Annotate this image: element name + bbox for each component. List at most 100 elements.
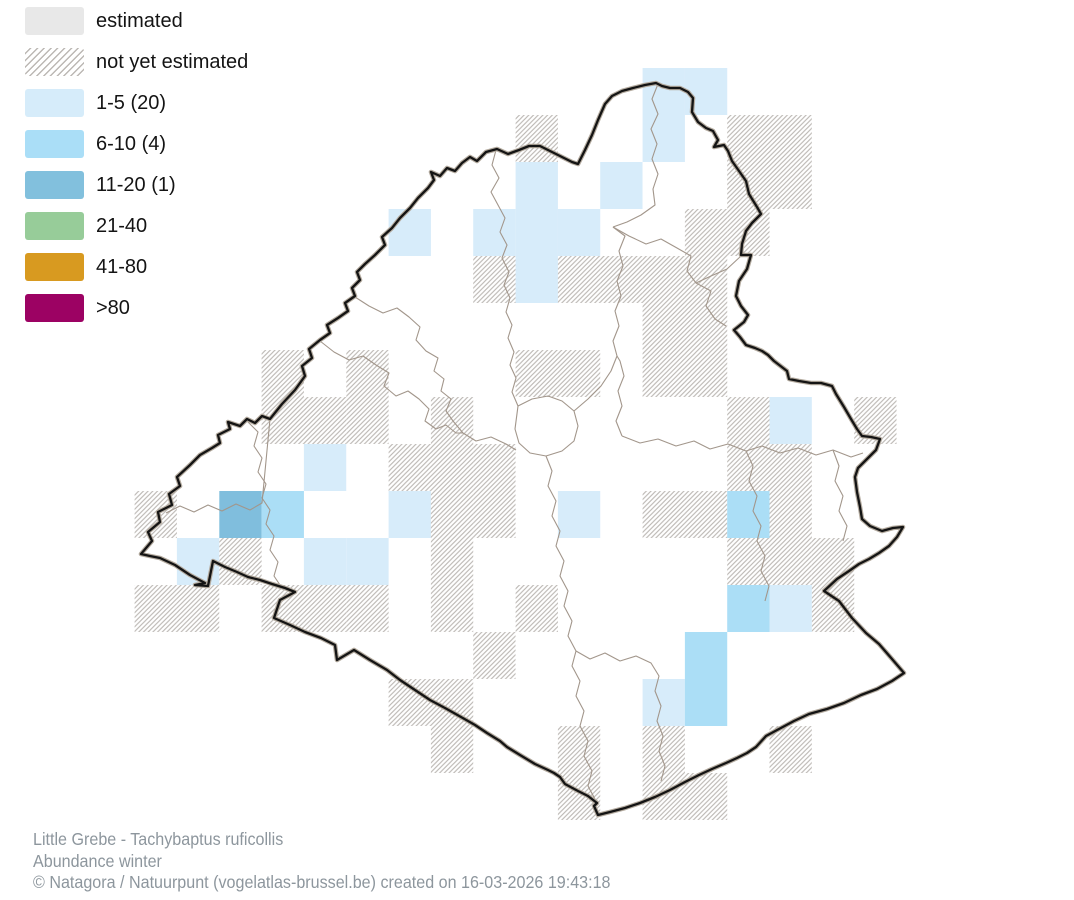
- region-boundary-layer: [138, 80, 907, 818]
- color-swatch: [25, 89, 84, 117]
- region-boundary: [139, 81, 906, 817]
- cell-not-yet-estimated: [176, 585, 220, 632]
- cell-not-yet-estimated: [515, 350, 558, 397]
- map-subtitle: Abundance winter: [33, 850, 162, 871]
- legend-item-5: 21-40: [25, 212, 248, 240]
- copyright-line: © Natagora / Natuurpunt (vogelatlas-brus…: [33, 872, 611, 892]
- legend-label: 11-20 (1): [96, 173, 176, 196]
- cell-abundance-b1: [515, 162, 558, 209]
- cell-abundance-b2: [727, 585, 770, 632]
- cell-not-yet-estimated: [727, 209, 770, 256]
- cell-abundance-b2: [684, 679, 728, 726]
- cell-not-yet-estimated: [515, 115, 558, 162]
- legend-item-3: 6-10 (4): [25, 130, 248, 158]
- legend-item-6: 41-80: [25, 253, 248, 281]
- cell-not-yet-estimated: [684, 303, 728, 350]
- cell-not-yet-estimated: [388, 444, 431, 491]
- municipality-border: [695, 255, 742, 284]
- footer-caption: Little Grebe - Tachybaptus ruficollis Ab…: [33, 829, 611, 894]
- cell-not-yet-estimated: [727, 397, 770, 444]
- municipality-border: [615, 355, 625, 437]
- legend-label: 21-40: [96, 214, 148, 237]
- legend-label: 1-5 (20): [96, 91, 167, 114]
- municipality-border: [165, 418, 271, 514]
- cell-not-yet-estimated: [261, 585, 304, 632]
- cell-not-yet-estimated: [811, 585, 855, 632]
- cell-not-yet-estimated: [346, 397, 389, 444]
- color-swatch: [25, 253, 84, 281]
- municipality-border: [514, 395, 579, 457]
- cell-not-yet-estimated: [515, 585, 558, 632]
- cell-not-yet-estimated: [769, 162, 812, 209]
- cell-not-yet-estimated: [303, 585, 347, 632]
- municipality-border: [612, 226, 727, 327]
- cell-not-yet-estimated: [811, 538, 855, 585]
- cell-abundance-b1: [346, 538, 389, 585]
- cell-not-yet-estimated: [642, 491, 685, 538]
- cell-not-yet-estimated: [600, 256, 643, 303]
- cell-not-yet-estimated: [430, 444, 474, 491]
- color-swatch: [25, 171, 84, 199]
- cell-abundance-b3: [219, 491, 262, 538]
- municipality-border: [490, 149, 519, 407]
- municipality-border: [245, 419, 283, 589]
- municipality-border: [575, 650, 666, 782]
- legend-item-7: >80: [25, 294, 248, 322]
- cell-not-yet-estimated: [557, 256, 601, 303]
- cell-not-yet-estimated: [769, 491, 812, 538]
- cell-abundance-b1: [600, 162, 643, 209]
- cell-not-yet-estimated: [642, 350, 685, 397]
- cell-abundance-b1: [557, 209, 601, 256]
- cell-abundance-b1: [642, 68, 685, 115]
- municipality-border: [462, 432, 517, 451]
- cell-not-yet-estimated: [303, 397, 347, 444]
- municipality-borders-layer: [165, 83, 864, 802]
- municipality-border: [745, 450, 770, 602]
- cell-not-yet-estimated: [134, 585, 177, 632]
- cell-not-yet-estimated: [684, 209, 728, 256]
- legend-item-1: not yet estimated: [25, 48, 248, 76]
- municipality-border: [319, 340, 463, 434]
- cell-not-yet-estimated: [473, 491, 516, 538]
- cell-not-yet-estimated: [473, 632, 516, 679]
- hatch-swatch: [25, 48, 84, 76]
- color-swatch: [25, 130, 84, 158]
- cell-not-yet-estimated: [346, 350, 389, 397]
- cell-abundance-b1: [388, 491, 431, 538]
- municipality-border: [612, 83, 659, 228]
- color-swatch: [25, 212, 84, 240]
- cell-not-yet-estimated: [557, 726, 601, 773]
- cell-not-yet-estimated: [727, 538, 770, 585]
- legend-label: >80: [96, 296, 130, 319]
- cell-not-yet-estimated: [430, 538, 474, 585]
- cell-abundance-b2: [261, 491, 304, 538]
- cell-abundance-b1: [642, 115, 685, 162]
- cell-not-yet-estimated: [684, 491, 728, 538]
- legend-label: 6-10 (4): [96, 132, 167, 155]
- cell-not-yet-estimated: [642, 303, 685, 350]
- cell-abundance-b1: [769, 585, 812, 632]
- legend-label: estimated: [96, 9, 183, 32]
- cell-abundance-b1: [303, 444, 347, 491]
- cell-not-yet-estimated: [430, 726, 474, 773]
- cell-not-yet-estimated: [769, 726, 812, 773]
- cell-not-yet-estimated: [642, 726, 685, 773]
- cell-abundance-b1: [473, 209, 516, 256]
- cell-not-yet-estimated: [430, 585, 474, 632]
- cell-abundance-b2: [684, 632, 728, 679]
- cell-not-yet-estimated: [473, 444, 516, 491]
- species-title: Little Grebe - Tachybaptus ruficollis: [33, 829, 284, 849]
- color-swatch: [25, 7, 84, 35]
- cell-not-yet-estimated: [684, 256, 728, 303]
- cell-abundance-b1: [557, 491, 601, 538]
- legend-item-4: 11-20 (1): [25, 171, 248, 199]
- municipality-border: [354, 296, 464, 434]
- cell-not-yet-estimated: [769, 538, 812, 585]
- cell-not-yet-estimated: [727, 444, 770, 491]
- cell-abundance-b1: [388, 209, 431, 256]
- color-swatch: [25, 294, 84, 322]
- cell-abundance-b1: [515, 256, 558, 303]
- cell-not-yet-estimated: [430, 491, 474, 538]
- legend: estimated not yet estimated 1-5 (20) 6-10 (…: [25, 7, 248, 335]
